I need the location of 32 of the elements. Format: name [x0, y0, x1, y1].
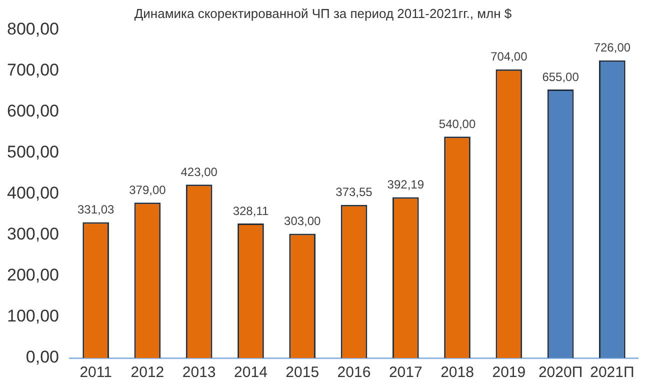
x-tick-label: 2017	[388, 364, 422, 382]
y-tick-label: 500,00	[6, 142, 59, 162]
x-tick-label: 2019	[492, 364, 526, 382]
data-label: 373,55	[336, 185, 373, 200]
y-tick-label: 700,00	[6, 60, 59, 80]
data-label: 655,00	[542, 70, 580, 84]
data-label: 331,03	[77, 202, 114, 217]
data-label: 704,00	[490, 50, 528, 64]
data-label: 392,19	[387, 178, 424, 192]
x-tick-label: 2020П	[538, 364, 583, 382]
y-tick-label: 600,00	[6, 102, 59, 121]
data-label: 726,00	[594, 40, 631, 55]
x-tick-label: 2016	[337, 364, 371, 382]
x-tick-label: 2018	[440, 364, 474, 382]
y-tick-label: 400,00	[6, 184, 59, 203]
data-label: 303,00	[284, 214, 322, 228]
x-tick-label: 2013	[182, 364, 216, 382]
x-tick-label: 2021П	[590, 364, 634, 382]
x-tick-label: 2011	[80, 364, 112, 382]
y-tick-label: 100,00	[6, 306, 59, 326]
y-tick-label: 300,00	[6, 224, 59, 244]
y-tick-label: 200,00	[6, 266, 59, 285]
x-tick-label: 2015	[286, 364, 320, 382]
y-tick-label: 0,00	[26, 348, 59, 367]
chart-title: Динамика скоректированной ЧП за период 2011-2021гг., млн $	[133, 6, 513, 21]
y-tick-label: 800,00	[6, 20, 59, 39]
data-label: 540,00	[438, 116, 476, 131]
data-label: 379,00	[129, 182, 166, 197]
data-label: 423,00	[180, 164, 218, 179]
x-tick-label: 2012	[130, 364, 164, 382]
data-label: 328,11	[232, 204, 269, 218]
x-tick-label: 2014	[234, 364, 268, 382]
